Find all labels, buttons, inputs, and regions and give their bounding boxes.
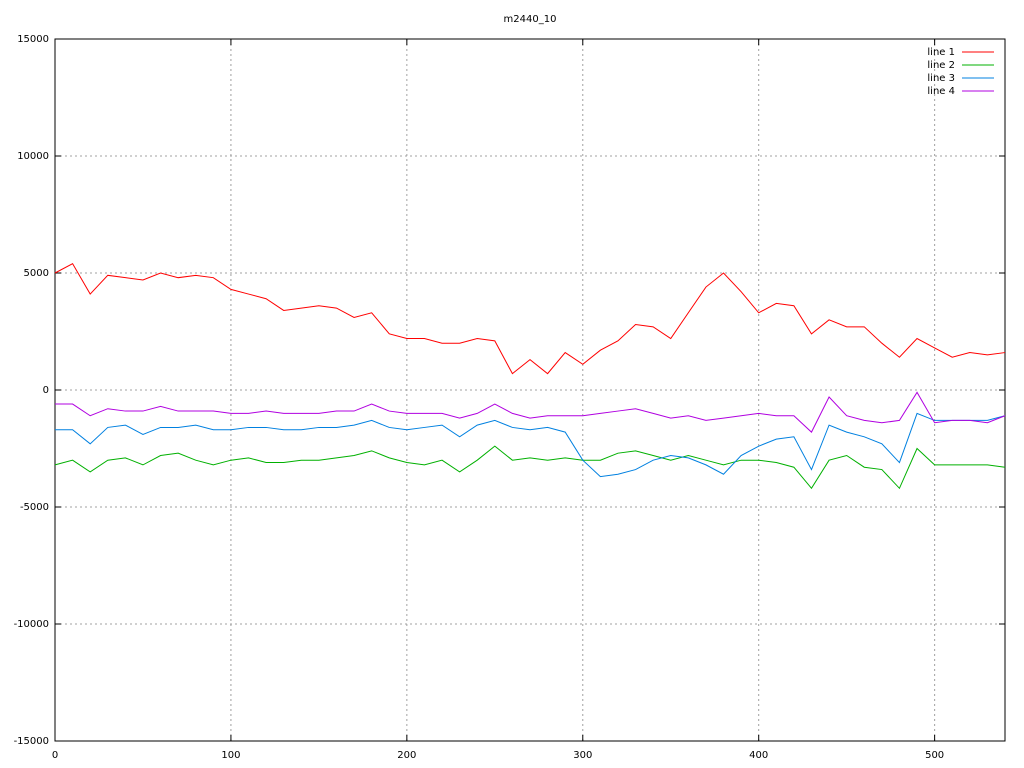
legend-label: line 1 — [927, 47, 955, 58]
x-tick-label: 200 — [397, 750, 416, 761]
x-tick-label: 100 — [221, 750, 240, 761]
x-tick-label: 300 — [573, 750, 592, 761]
x-tick-label: 500 — [925, 750, 944, 761]
series-line — [55, 412, 1006, 478]
y-tick-label: 5000 — [24, 268, 49, 279]
legend-label: line 4 — [927, 86, 955, 97]
legend-label: line 3 — [927, 73, 955, 84]
y-tick-label: -15000 — [14, 736, 49, 747]
y-tick-label: 15000 — [17, 34, 49, 45]
x-tick-label: 0 — [52, 750, 58, 761]
legend-label: line 2 — [927, 60, 955, 71]
series-line — [55, 391, 1006, 433]
series-line — [54, 262, 1006, 375]
y-tick-label: -5000 — [20, 502, 49, 513]
x-tick-label: 400 — [749, 750, 768, 761]
chart-title: m2440_10 — [504, 14, 557, 25]
plot-frame — [54, 38, 1006, 742]
y-tick-label: 0 — [43, 385, 49, 396]
y-tick-label: 10000 — [17, 151, 49, 162]
series-line — [54, 445, 1006, 490]
y-tick-label: -10000 — [14, 619, 49, 630]
